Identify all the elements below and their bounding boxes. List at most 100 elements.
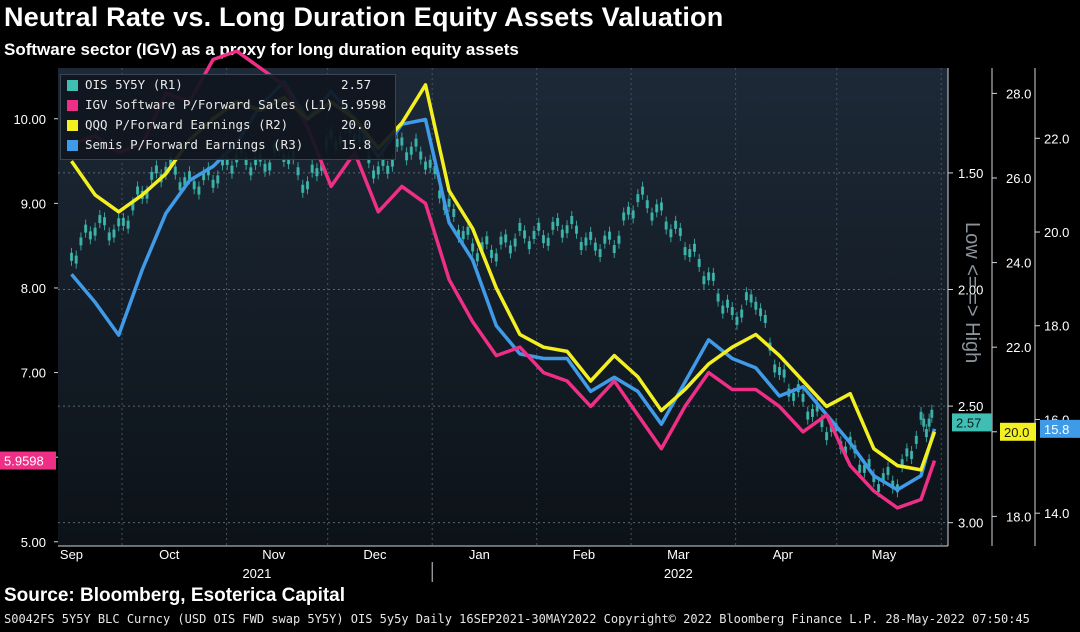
ois-candle-body [721, 305, 725, 314]
ois-candle-body [206, 167, 210, 176]
ois-candle-body [216, 175, 220, 184]
ois-candle-body [475, 253, 479, 262]
ois-candle-body [659, 202, 663, 211]
semis-last-value-tag-bg [1040, 419, 1080, 438]
x-axis-tick: Oct [159, 547, 180, 562]
ois-candle-body [593, 242, 597, 251]
legend-label-semis: Semis P/Forward Earnings (R3) [85, 137, 304, 152]
ois-candle-body [169, 157, 173, 166]
igv-last-value-tag: 5.9598 [4, 454, 44, 469]
ois-candle-body [919, 411, 923, 420]
ois-candle-body [702, 276, 706, 285]
ois-candle-body [584, 237, 588, 246]
ois-candle-body [372, 170, 376, 179]
ois-candle-body [103, 217, 107, 226]
legend: OIS 5Y5Y (R1) 2.57 IGV Software P/Forwar… [60, 74, 396, 160]
ois-candle-body [683, 247, 687, 256]
ois-candle-body [466, 226, 470, 235]
ois-candle-body [754, 301, 758, 310]
ois-candle-body [565, 225, 569, 234]
ois-candle-body [268, 162, 272, 171]
ois-candle-body [862, 464, 866, 473]
ois-candle-body [433, 165, 437, 174]
ois-last-value-tag-bg [952, 413, 992, 432]
ois-candle-body [136, 186, 140, 195]
ois-candle-body [390, 158, 394, 167]
x-axis-tick: Jan [469, 547, 490, 562]
r1-axis-tick: 2.00 [958, 283, 983, 298]
ois-candle-body [145, 190, 149, 199]
ois-candle-body [655, 204, 659, 213]
ois-candle-body [197, 186, 201, 195]
x-axis-tick: Feb [573, 547, 595, 562]
ois-candle-body [447, 198, 451, 207]
legend-value-qqq: 20.0 [341, 117, 372, 132]
ois-candle-body [154, 165, 158, 174]
ois-candle-body [301, 184, 305, 193]
ois-candle-body [532, 230, 536, 239]
ois-candle-body [716, 293, 720, 302]
ois-candle-body [461, 231, 465, 240]
chart-title: Neutral Rate vs. Long Duration Equity As… [4, 2, 724, 32]
igv-last-value-tag-bg [0, 451, 56, 470]
ois-candle-body [806, 411, 810, 420]
ois-candle-body [910, 451, 914, 460]
ois-candle-body [98, 215, 102, 224]
ois-candle-body [88, 231, 92, 240]
ois-candle-body [485, 236, 489, 245]
legend-swatch-ois [67, 80, 78, 91]
ois-candle-body [608, 231, 612, 240]
x-axis-tick: Mar [667, 547, 690, 562]
semis-last-value-tag: 15.8 [1044, 422, 1069, 437]
ois-candle-body [924, 429, 928, 438]
ois-candle-body [79, 237, 83, 246]
ois-candle-body [872, 474, 876, 483]
ois-candle-body [504, 234, 508, 243]
ois-candle-body [589, 231, 593, 240]
ois-candle-body [763, 314, 767, 323]
r2-axis-tick: 18.0 [1006, 509, 1031, 524]
legend-label-qqq: QQQ P/Forward Earnings (R2) [85, 117, 289, 132]
legend-value-semis: 15.8 [341, 137, 372, 152]
ois-candle-body [782, 369, 786, 378]
ois-candle-body [537, 222, 541, 231]
ois-candle-body [471, 243, 475, 252]
ois-candle-body [546, 237, 550, 246]
ois-candle-body [221, 157, 225, 166]
ois-candle-body [414, 138, 418, 147]
ois-candle-body [499, 236, 503, 245]
ois-candle-body [744, 292, 748, 301]
ois-candle-body [551, 221, 555, 230]
ois-candle-body [927, 418, 931, 427]
ois-candle-body [574, 225, 578, 234]
ois-candle-body [560, 229, 564, 238]
legend-label-ois: OIS 5Y5Y (R1) [85, 77, 183, 92]
ois-candle-body [202, 172, 206, 181]
legend-value-ois: 2.57 [341, 77, 372, 92]
ois-candle-body [844, 446, 848, 455]
ois-candle-body [891, 480, 895, 489]
ois-candle-body [192, 181, 196, 190]
ois-candle-body [707, 272, 711, 281]
ois-candle-body [315, 168, 319, 177]
ois-candle-body [376, 166, 380, 175]
ois-candle-body [513, 238, 517, 247]
ois-candle-body [480, 242, 484, 251]
ois-candle-body [457, 229, 460, 238]
ois-candle-body [881, 473, 885, 482]
ois-candle-body [112, 229, 116, 238]
r2-axis-tick: 22.0 [1006, 340, 1031, 355]
qqq-last-value-tag-bg [1000, 422, 1036, 441]
left-axis-tick: 5.00 [21, 535, 46, 550]
ois-candle-body [244, 156, 248, 165]
ois-candle-body [617, 235, 621, 244]
ois-candle-body [740, 309, 744, 318]
ois-candle-body [187, 171, 191, 180]
ois-candle-body [452, 208, 456, 217]
ois-candle-body [886, 467, 890, 476]
r2-axis-tick: 28.0 [1006, 86, 1031, 101]
r1-axis-tick: 2.50 [958, 399, 983, 414]
ois-candle-body [541, 235, 545, 244]
ois-candle-body [395, 138, 399, 147]
ois-candle-body [877, 484, 881, 493]
